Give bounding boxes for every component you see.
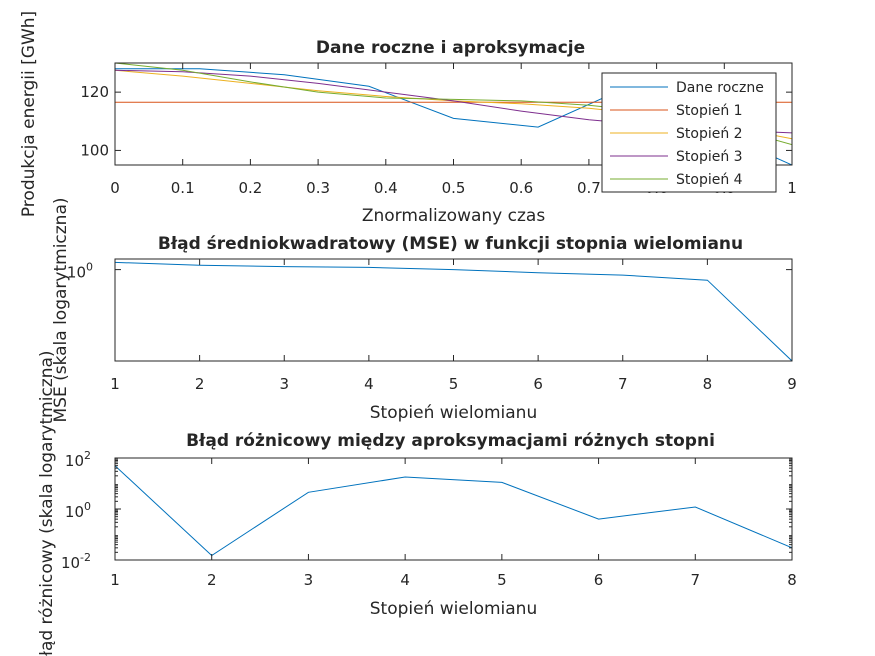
subplot-1: 00.10.20.30.40.50.60.70.80.91100120Dane … bbox=[19, 11, 797, 226]
legend-entry: Stopień 4 bbox=[676, 172, 743, 188]
x-tick-label: 0.6 bbox=[509, 179, 533, 197]
x-tick-label: 5 bbox=[449, 375, 459, 393]
x-tick-label: 0 bbox=[110, 179, 120, 197]
legend-entry: Stopień 3 bbox=[676, 149, 743, 165]
x-axis-label: Stopień wielomianu bbox=[370, 403, 537, 423]
series-line-1 bbox=[115, 465, 792, 557]
x-tick-label: 2 bbox=[195, 375, 205, 393]
y-tick-label: 100 bbox=[67, 261, 93, 282]
x-axis-label: Stopień wielomianu bbox=[370, 599, 537, 619]
subplot-2: 1 2 3 4 5 6 7 8 9 100 Błąd średniokwadratowy (MSE)… bbox=[51, 197, 797, 423]
x-tick-label: 6 bbox=[533, 375, 543, 393]
y-tick-label: 100 bbox=[80, 141, 109, 159]
y-axis-label: Błąd różnicowy (skala logarytmiczna) bbox=[37, 350, 57, 656]
x-tick-label: 9 bbox=[787, 375, 797, 393]
x-tick-label: 8 bbox=[703, 375, 713, 393]
legend-entry: Dane roczne bbox=[676, 80, 764, 96]
axes-box bbox=[114, 258, 793, 362]
x-tick-label: 3 bbox=[304, 571, 314, 589]
x-tick-label: 2 bbox=[207, 571, 217, 589]
x-tick-label: 1 bbox=[110, 571, 120, 589]
x-tick-label: 7 bbox=[618, 375, 628, 393]
y-tick-label: 120 bbox=[80, 83, 109, 101]
x-tick-label: 0.7 bbox=[577, 179, 601, 197]
chart-title: Dane roczne i aproksymacje bbox=[316, 38, 585, 58]
chart-title: Błąd różnicowy między aproksymacjami róż… bbox=[186, 431, 715, 451]
y-tick-label: 102 bbox=[65, 449, 91, 470]
x-tick-label: 0.2 bbox=[238, 179, 262, 197]
x-tick-label: 3 bbox=[279, 375, 289, 393]
y-axis-label: MSE (skala logarytmiczna) bbox=[51, 197, 71, 422]
y-axis-label: Produkcja energii [GWh] bbox=[19, 11, 39, 217]
legend-entry: Stopień 1 bbox=[676, 103, 743, 119]
x-tick-label: 0.5 bbox=[442, 179, 466, 197]
x-tick-label: 5 bbox=[497, 571, 507, 589]
x-tick-label: 0.1 bbox=[171, 179, 195, 197]
x-tick-label: 1 bbox=[787, 179, 797, 197]
axes-box bbox=[114, 457, 793, 561]
x-tick-label: 4 bbox=[400, 571, 410, 589]
x-tick-label: 0.4 bbox=[374, 179, 398, 197]
series-line-1 bbox=[115, 261, 792, 361]
x-tick-label: 0.3 bbox=[306, 179, 330, 197]
chart-title: Błąd średniokwadratowy (MSE) w funkcji s… bbox=[158, 234, 743, 254]
legend: Dane roczne Stopień 1 Stopień 2 Stopień 3 St… bbox=[601, 72, 777, 193]
x-tick-label: 7 bbox=[691, 571, 701, 589]
x-tick-label: 6 bbox=[594, 571, 604, 589]
x-tick-label: 4 bbox=[364, 375, 374, 393]
subplot-3: 1 2 3 4 5 6 7 8 10-2 100 102 Błąd różnicowy między … bbox=[37, 350, 797, 656]
legend-entry: Stopień 2 bbox=[676, 126, 743, 142]
x-tick-label: 1 bbox=[110, 375, 120, 393]
x-axis-label: Znormalizowany czas bbox=[362, 206, 546, 226]
x-tick-label: 8 bbox=[787, 571, 797, 589]
y-tick-label: 10-2 bbox=[61, 551, 91, 572]
y-tick-label: 100 bbox=[65, 500, 91, 521]
